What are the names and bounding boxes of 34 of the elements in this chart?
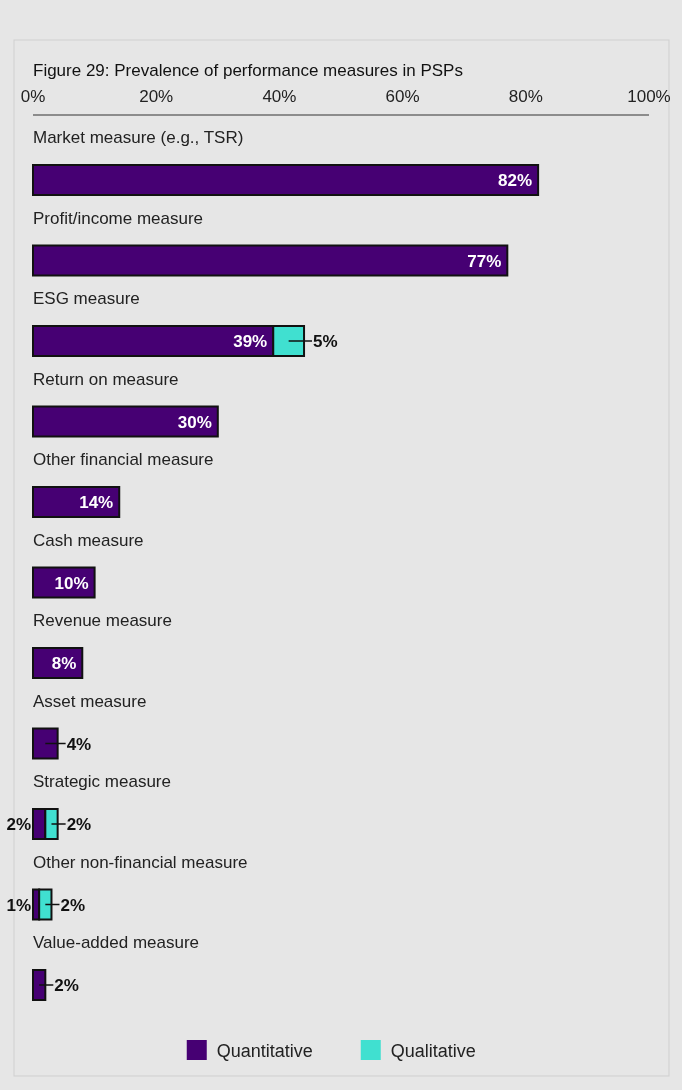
data-label: 8%: [51, 654, 77, 673]
y-tick-label: Asset measure: [33, 691, 147, 711]
y-tick-label: ESG measure: [33, 289, 140, 308]
y-tick-label: Cash measure: [33, 530, 144, 550]
legend-label: Qualitative: [390, 1041, 476, 1061]
y-tick-label: Revenue measure: [33, 611, 172, 630]
x-tick-label: 40%: [262, 87, 297, 106]
y-tick-label: Return on measure: [33, 369, 179, 389]
x-tick-label: 100%: [627, 87, 671, 106]
data-label: 10%: [54, 573, 89, 593]
x-tick-label: 80%: [508, 87, 543, 106]
y-tick-label: Profit/income measure: [33, 208, 204, 228]
y-tick-label: Strategic measure: [33, 772, 171, 791]
data-label: 1%: [6, 895, 31, 915]
data-label: 39%: [233, 332, 268, 351]
data-label: 2%: [60, 895, 86, 915]
chart-title: Figure 29: Prevalence of performance measures in PSPs: [33, 61, 463, 80]
data-label: 2%: [54, 976, 79, 995]
x-tick-label: 0%: [20, 87, 46, 106]
data-label: 14%: [79, 493, 114, 512]
data-label: 5%: [313, 332, 338, 351]
y-tick-label: Market measure (e.g., TSR): [33, 128, 244, 147]
legend-label: Quantitative: [216, 1041, 313, 1061]
y-tick-label: Value-added measure: [33, 933, 200, 952]
data-label: 2%: [66, 815, 92, 834]
y-tick-label: Other financial measure: [33, 450, 214, 469]
x-tick-label: 20%: [139, 87, 174, 106]
data-label: 82%: [498, 171, 533, 190]
x-tick-label: 60%: [385, 87, 420, 106]
data-label: 4%: [66, 734, 92, 754]
y-tick-label: Other non-financial measure: [33, 852, 248, 872]
data-label: 2%: [6, 815, 31, 834]
data-label: 77%: [467, 251, 502, 271]
data-label: 30%: [177, 412, 212, 432]
